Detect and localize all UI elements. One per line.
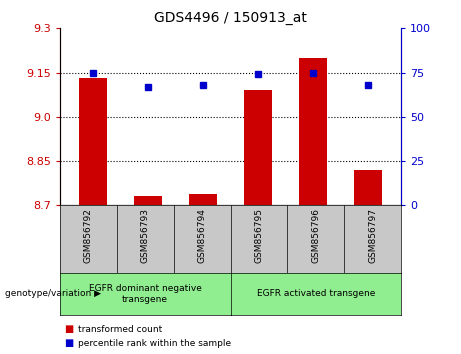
Text: EGFR activated transgene: EGFR activated transgene: [257, 289, 375, 298]
Bar: [244, 90, 272, 205]
Text: GSM856794: GSM856794: [198, 208, 207, 263]
Text: transformed count: transformed count: [78, 325, 163, 334]
Text: EGFR dominant negative
transgene: EGFR dominant negative transgene: [89, 284, 201, 303]
Bar: [79, 79, 106, 205]
Text: genotype/variation ▶: genotype/variation ▶: [5, 289, 100, 298]
Bar: [134, 196, 162, 205]
Text: percentile rank within the sample: percentile rank within the sample: [78, 339, 231, 348]
Text: GSM856797: GSM856797: [368, 208, 377, 263]
Text: GSM856795: GSM856795: [254, 208, 263, 263]
Text: ■: ■: [65, 324, 74, 334]
Text: ■: ■: [65, 338, 74, 348]
Text: GSM856793: GSM856793: [141, 208, 150, 263]
Text: GSM856792: GSM856792: [84, 208, 93, 263]
Title: GDS4496 / 150913_at: GDS4496 / 150913_at: [154, 11, 307, 24]
Bar: [189, 194, 217, 205]
Bar: [355, 170, 382, 205]
Text: GSM856796: GSM856796: [311, 208, 320, 263]
Bar: [299, 58, 327, 205]
